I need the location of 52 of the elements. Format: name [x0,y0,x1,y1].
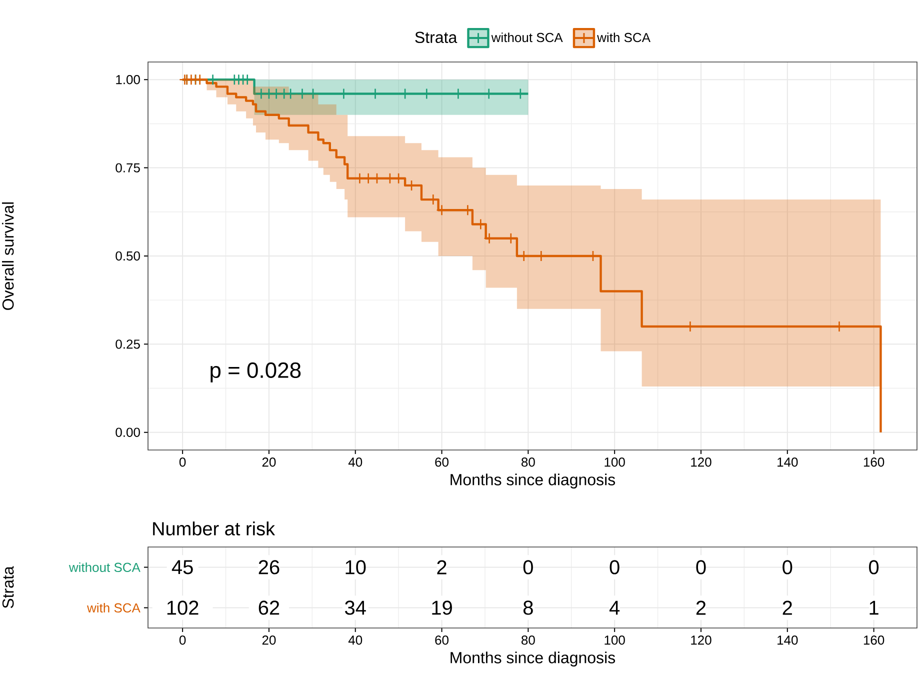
y-tick-label: 0.75 [116,163,140,172]
data-label: 0 [869,560,879,574]
x-tick-label: 20 [262,458,276,467]
data-label: 102 [167,600,198,615]
x-tick-label: 0 [179,636,186,645]
data-label: 1 [870,600,878,615]
data-label: 2 [696,600,706,615]
data-label: 4 [609,600,620,615]
x-axis-title: Months since diagnosis [450,474,616,489]
data-label: 45 [172,560,193,574]
data-label: 62 [258,600,280,615]
x-tick-label: 160 [864,458,884,467]
x-tick-label: 60 [435,636,449,645]
y-axis-title: Overall survival [2,202,14,310]
legend-title: Strata [415,32,458,44]
data-label: 2 [437,560,446,574]
y-tick-label: 0.50 [116,251,140,261]
annotation: p = 0.028 [210,362,301,382]
x-tick-label: 40 [348,458,362,467]
y-tick-label: 0.25 [116,340,140,349]
y-tick-label: 0.00 [116,428,140,437]
data-label: 0 [782,560,792,574]
chart-title: Number at risk [153,522,276,536]
x-tick-label: 60 [435,458,449,467]
data-label: 0 [610,560,620,574]
x-tick-label: 160 [864,636,884,645]
data-label: 0 [696,560,706,574]
y-tick-label: 1.00 [116,75,140,84]
y-tick-label: without SCA [68,562,140,572]
data-label: 0 [523,560,533,574]
x-tick-label: 0 [179,458,186,467]
x-tick-label: 140 [778,458,798,467]
x-tick-label: 100 [604,458,625,467]
x-tick-label: 120 [691,636,712,645]
x-tick-label: 80 [522,458,535,467]
legend-label: with SCA [597,32,650,42]
x-tick-label: 40 [348,636,362,645]
y-axis-title: Strata [2,566,14,608]
y-tick-label: with SCA [86,602,140,613]
data-label: 34 [345,600,366,615]
x-tick-label: 140 [778,636,798,645]
data-label: 19 [432,600,452,615]
x-tick-label: 80 [522,636,535,645]
data-label: 8 [523,600,533,615]
data-label: 26 [258,560,280,574]
x-axis-title: Months since diagnosis [450,652,616,667]
legend-label: without SCA [491,32,563,42]
data-label: 2 [782,600,792,615]
x-tick-label: 100 [604,636,625,645]
x-tick-label: 20 [262,636,276,645]
data-label: 10 [346,560,366,574]
x-tick-label: 120 [691,458,712,467]
